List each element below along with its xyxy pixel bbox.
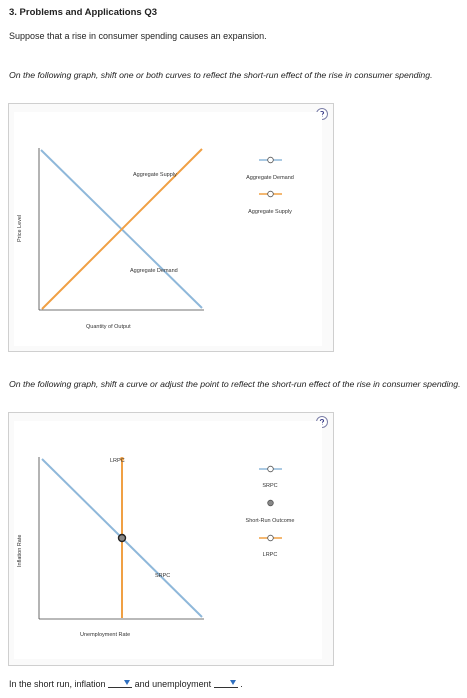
unemployment-dropdown[interactable] <box>213 678 238 688</box>
graph2-instruction: On the following graph, shift a curve or… <box>9 379 461 389</box>
answer-prefix: In the short run, inflation <box>9 679 106 689</box>
answer-suffix: . <box>240 679 243 689</box>
answer-middle: and unemployment <box>134 679 212 689</box>
graph2-y-axis-label: Inflation Rate <box>17 534 23 567</box>
graph2-plot-area: LRPC SRPC Inflation Rate Unemployment Ra… <box>14 421 322 659</box>
legend-outcome-label: Short-Run Outcome <box>245 518 295 524</box>
answer-sentence: In the short run, inflation and unemploy… <box>9 678 243 689</box>
graph2-x-axis-label: Unemployment Rate <box>80 632 131 638</box>
srpc-label: SRPC <box>155 573 171 579</box>
graph1-y-axis-label: Price Level <box>17 214 23 242</box>
aggregate-demand-label: Aggregate Demand <box>130 268 178 274</box>
problem-title: 3. Problems and Applications Q3 <box>9 7 157 18</box>
legend-supply-label: Aggregate Supply <box>248 209 292 215</box>
supply-line-tool-icon[interactable] <box>259 190 282 198</box>
lrpc-line-tool-icon[interactable] <box>259 534 282 542</box>
legend-srpc-label: SRPC <box>262 483 278 489</box>
legend-lrpc-label: LRPC <box>262 552 278 558</box>
graph1-plot-area: Aggregate Supply Aggregate Demand Price … <box>14 112 322 346</box>
outcome-point-tool-icon[interactable] <box>267 499 274 507</box>
legend-demand-label: Aggregate Demand <box>246 175 294 181</box>
graph1-x-axis-label: Quantity of Output <box>86 324 131 330</box>
graph1-instruction: On the following graph, shift one or bot… <box>9 70 433 80</box>
lrpc-label: LRPC <box>110 458 125 464</box>
srpc-line-tool-icon[interactable] <box>259 465 282 473</box>
aggregate-supply-label: Aggregate Supply <box>133 172 177 178</box>
aggregate-supply-curve[interactable] <box>41 148 203 310</box>
problem-intro: Suppose that a rise in consumer spending… <box>9 31 267 41</box>
demand-line-tool-icon[interactable] <box>259 156 282 164</box>
lrpc-top-handle[interactable] <box>120 457 124 461</box>
inflation-dropdown[interactable] <box>108 678 133 688</box>
short-run-outcome-point[interactable] <box>117 533 127 543</box>
